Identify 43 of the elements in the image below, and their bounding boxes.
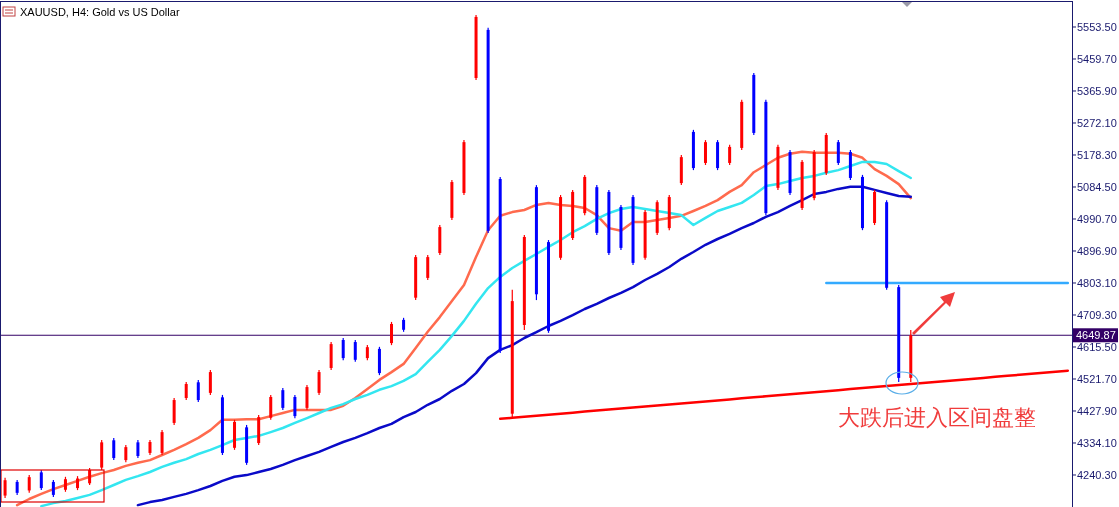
candlestick bbox=[305, 384, 309, 411]
candlestick bbox=[341, 337, 345, 361]
y-tick-label: 5272.10 bbox=[1077, 117, 1117, 129]
y-tick-label: 4240.30 bbox=[1077, 469, 1117, 481]
candlestick bbox=[233, 419, 237, 451]
y-tick-label: 4427.90 bbox=[1077, 405, 1117, 417]
y-tick-label: 4803.10 bbox=[1077, 277, 1117, 289]
candlestick bbox=[836, 139, 840, 166]
candlestick bbox=[426, 254, 430, 281]
y-tick-label: 5553.50 bbox=[1077, 21, 1117, 33]
candlestick bbox=[208, 369, 212, 396]
candlestick bbox=[329, 341, 333, 371]
ref-line-label: 4649.87 bbox=[1076, 329, 1116, 342]
candlestick bbox=[390, 321, 394, 346]
candlestick bbox=[184, 381, 188, 401]
y-tick-label: 5459.70 bbox=[1077, 53, 1117, 65]
y-tick-label: 5178.30 bbox=[1077, 149, 1117, 161]
candlestick bbox=[547, 239, 550, 334]
candlestick bbox=[160, 429, 164, 456]
y-tick-label: 5084.50 bbox=[1077, 181, 1117, 193]
candlestick bbox=[196, 379, 200, 403]
candlestick bbox=[172, 397, 176, 426]
candlestick bbox=[293, 394, 297, 419]
y-tick-label: 4615.50 bbox=[1077, 341, 1117, 353]
y-tick-label: 4990.70 bbox=[1077, 213, 1117, 225]
y-tick-label: 5365.90 bbox=[1077, 85, 1117, 97]
candlestick bbox=[353, 339, 357, 363]
candlestick bbox=[281, 387, 285, 411]
y-tick-label: 4709.30 bbox=[1077, 309, 1117, 321]
chart-title: XAUUSD, H4: Gold vs US Dollar bbox=[20, 6, 180, 18]
candlestick bbox=[728, 144, 732, 166]
candlestick bbox=[112, 437, 116, 461]
candlestick bbox=[269, 394, 273, 421]
annotation: 大跌后进入区间盘整 bbox=[838, 405, 1036, 430]
y-tick-label: 4896.90 bbox=[1077, 245, 1117, 257]
candlestick bbox=[136, 439, 140, 459]
candlestick bbox=[317, 369, 321, 396]
candlestick bbox=[860, 174, 864, 231]
candlestick bbox=[39, 469, 43, 491]
y-tick-label: 4521.70 bbox=[1077, 373, 1117, 385]
candlestick bbox=[703, 139, 707, 166]
y-tick-label: 4334.10 bbox=[1077, 437, 1117, 449]
candlestick bbox=[3, 477, 7, 499]
